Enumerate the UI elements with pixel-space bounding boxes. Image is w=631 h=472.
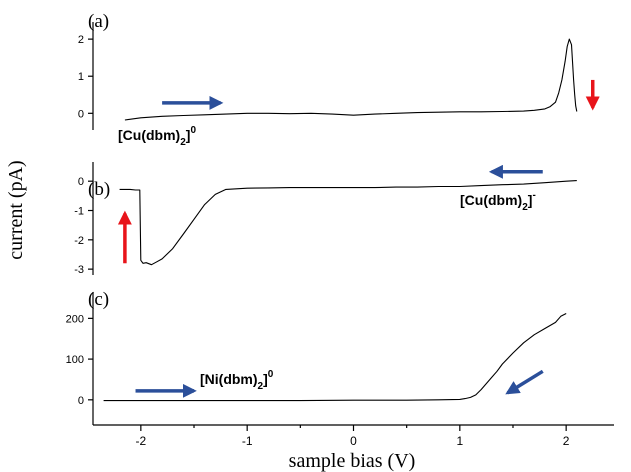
y-tick-label-b: -3 [74,264,84,276]
blue-arrow-down-left-icon [505,369,544,395]
y-tick-label-c: 200 [66,313,84,325]
series-line-c [103,313,567,402]
x-tick-label: 1 [456,434,463,448]
x-axis: -2 -1 0 1 2 [93,424,614,448]
species-label-b: [Cu(dbm)2]- [460,190,536,213]
series-line-b [119,180,577,266]
panel-label-b: (b) [88,179,110,200]
y-tick-label-c: 100 [66,354,84,366]
series-line-a [124,38,578,121]
x-axis-label: sample bias (V) [289,450,416,472]
species-label-a: [Cu(dbm)2]0 [118,125,196,148]
panel-a: 0 1 2 (a) [Cu(dbm)2]0 [78,11,600,148]
y-tick-label-a: 2 [78,34,84,46]
x-tick-label: -1 [242,434,253,448]
x-tick-label: 2 [563,434,570,448]
species-label-c: [Ni(dbm)2]0 [200,369,274,392]
y-tick-label-c: 0 [78,395,84,407]
y-tick-label-b: -2 [74,235,84,247]
y-tick-label-a: 1 [78,71,84,83]
y-tick-label-b: 0 [78,176,84,188]
x-tick-label: 0 [350,434,357,448]
y-axis-label: current (pA) [5,160,27,259]
y-tick-label-a: 0 [78,108,84,120]
panel-label-c: (c) [88,289,109,310]
panel-c: 0 100 200 (c) [Ni(dbm)2]0 [66,289,567,425]
x-tick-label: -2 [136,434,147,448]
y-tick-label-b: -1 [74,206,84,218]
panel-b: 0 -1 -2 -3 (b) [Cu(dbm)2]- [74,162,577,276]
panel-label-a: (a) [88,11,109,32]
